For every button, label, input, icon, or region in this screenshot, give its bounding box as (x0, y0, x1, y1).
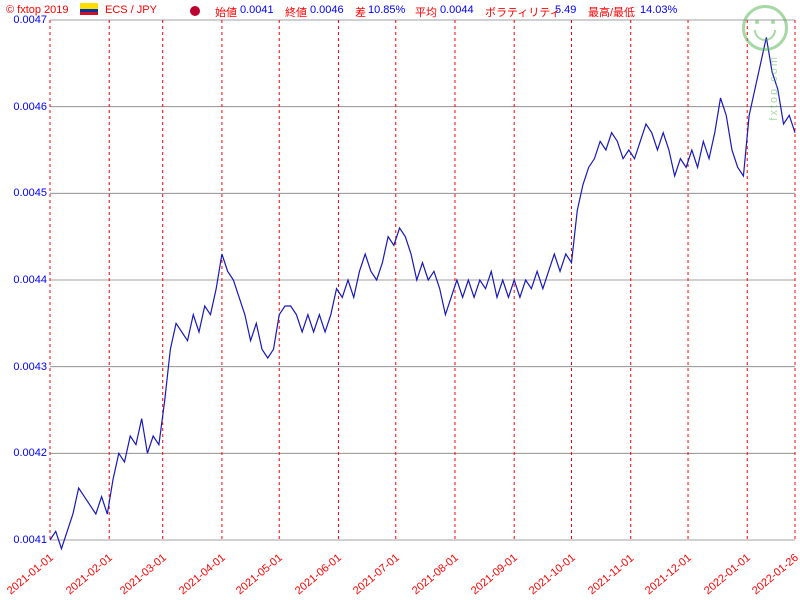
ytick-label: 0.0044 (2, 274, 47, 286)
vol-value: 5.49 (555, 4, 576, 16)
open-label: 始値 (215, 4, 237, 20)
diff-value: 10.85% (368, 4, 405, 16)
hilo-label: 最高/最低 (588, 4, 635, 20)
line-chart (0, 0, 800, 600)
diff-label: 差 (355, 4, 366, 20)
ytick-label: 0.0043 (2, 361, 47, 373)
close-label: 終値 (285, 4, 307, 20)
ytick-label: 0.0041 (2, 534, 47, 546)
avg-value: 0.0044 (440, 4, 474, 16)
close-value: 0.0046 (310, 4, 344, 16)
chart-container: © fxtop 2019 ECS / JPY 始値 0.0041 終値 0.00… (0, 0, 800, 600)
ytick-label: 0.0045 (2, 187, 47, 199)
ytick-label: 0.0046 (2, 101, 47, 113)
vol-label: ボラティリティ (485, 4, 561, 20)
ytick-label: 0.0042 (2, 447, 47, 459)
japan-flag-icon (190, 6, 200, 16)
watermark-icon: fxtop.com (735, 5, 795, 105)
ytick-label: 0.0047 (2, 14, 47, 26)
ecuador-flag-icon (80, 3, 98, 15)
open-value: 0.0041 (240, 4, 274, 16)
hilo-value: 14.03% (640, 4, 677, 16)
pair-label: ECS / JPY (105, 4, 157, 16)
avg-label: 平均 (415, 4, 437, 20)
